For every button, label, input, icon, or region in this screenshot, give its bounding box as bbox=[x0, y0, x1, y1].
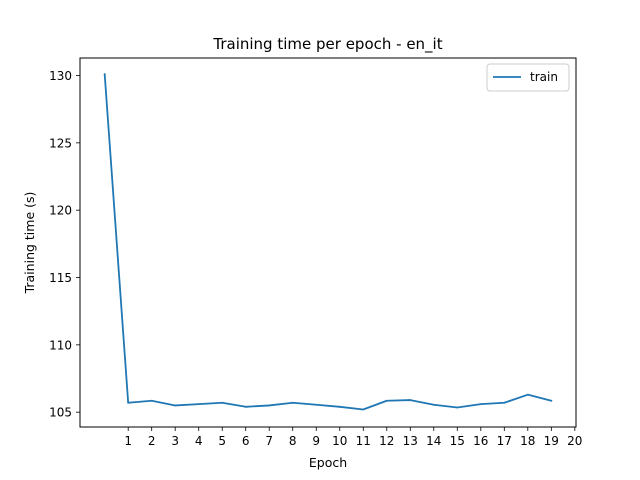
data-point bbox=[221, 401, 224, 404]
data-point bbox=[526, 393, 529, 396]
data-point bbox=[409, 399, 412, 401]
data-point bbox=[103, 73, 106, 76]
x-tick-label: 16 bbox=[473, 434, 488, 448]
data-point bbox=[456, 406, 459, 409]
x-axis-label: Epoch bbox=[309, 455, 347, 470]
plot-area-frame bbox=[79, 57, 577, 428]
x-tick-label: 20 bbox=[567, 434, 582, 448]
y-axis-label: Training time (s) bbox=[22, 192, 37, 295]
data-point bbox=[268, 404, 271, 407]
y-tick-label: 125 bbox=[49, 136, 72, 150]
y-tick-label: 115 bbox=[49, 271, 72, 285]
x-tick-label: 1 bbox=[124, 434, 132, 448]
data-point bbox=[338, 405, 341, 408]
data-point bbox=[385, 399, 388, 402]
x-tick-label: 18 bbox=[520, 434, 535, 448]
data-point bbox=[479, 403, 482, 406]
x-tick-label: 12 bbox=[379, 434, 394, 448]
x-tick-label: 2 bbox=[148, 434, 156, 448]
x-tick-label: 14 bbox=[426, 434, 441, 448]
legend: train bbox=[486, 63, 570, 92]
x-axis: 1 2 3 4 5 6 7 8 9 10 11 12 13 14 15 16 17 18 19 20 bbox=[124, 427, 582, 448]
x-tick-label: 9 bbox=[312, 434, 320, 448]
x-tick-label: 4 bbox=[195, 434, 203, 448]
data-point bbox=[315, 403, 318, 406]
x-tick-label: 5 bbox=[218, 434, 226, 448]
y-tick-label: 110 bbox=[49, 338, 72, 352]
y-tick-label: 130 bbox=[49, 69, 72, 83]
x-tick-label: 8 bbox=[289, 434, 297, 448]
y-tick-label: 105 bbox=[49, 406, 72, 420]
series-layer bbox=[103, 73, 553, 411]
data-point bbox=[150, 399, 153, 402]
data-point bbox=[244, 405, 247, 408]
legend-frame bbox=[486, 63, 570, 92]
data-point bbox=[127, 401, 130, 404]
data-point bbox=[503, 401, 506, 404]
y-tick-label: 120 bbox=[49, 204, 72, 218]
legend-label-train: train bbox=[530, 70, 558, 84]
x-tick-label: 6 bbox=[242, 434, 250, 448]
data-point bbox=[197, 403, 200, 406]
data-point bbox=[432, 403, 435, 406]
data-point bbox=[362, 408, 365, 411]
data-point bbox=[174, 404, 177, 407]
y-axis: 105 110 115 120 125 130 bbox=[49, 69, 80, 420]
chart-title: Training time per epoch - en_it bbox=[212, 35, 442, 54]
x-tick-label: 17 bbox=[497, 434, 512, 448]
data-point bbox=[550, 399, 553, 402]
data-point bbox=[291, 401, 294, 404]
series-line-train bbox=[103, 73, 553, 411]
x-tick-label: 10 bbox=[332, 434, 347, 448]
x-tick-label: 15 bbox=[450, 434, 465, 448]
x-tick-label: 7 bbox=[265, 434, 273, 448]
x-tick-label: 3 bbox=[171, 434, 179, 448]
x-tick-label: 11 bbox=[356, 434, 371, 448]
x-tick-label: 13 bbox=[403, 434, 418, 448]
x-tick-label: 19 bbox=[544, 434, 559, 448]
